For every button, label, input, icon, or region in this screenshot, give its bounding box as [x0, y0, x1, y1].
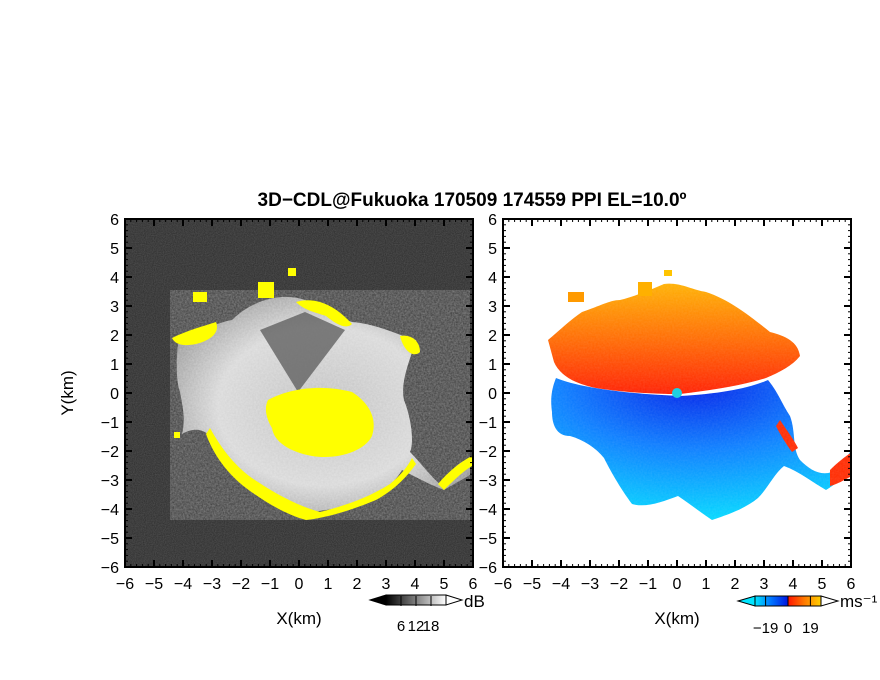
doppler-velocity-y-tick-label: 5 [488, 241, 497, 258]
reflectivity-x-tick-label: 1 [324, 576, 333, 593]
doppler-velocity-x-tick-label: −2 [610, 576, 628, 593]
doppler-velocity-x-tick-label: 3 [760, 576, 769, 593]
reflectivity-y-tick-label: 0 [110, 386, 119, 403]
reflectivity-y-tick-label: −3 [101, 473, 119, 490]
velocity-patch-1 [568, 292, 584, 302]
saturated-patch-3 [288, 268, 296, 276]
saturated-east-band [438, 456, 472, 490]
doppler-velocity-colorbar-tick-label: −19 [753, 620, 778, 637]
doppler-velocity-x-tick-label: −6 [494, 576, 512, 593]
reflectivity-x-tick-label: −5 [145, 576, 163, 593]
reflectivity-y-tick-label: 2 [110, 328, 119, 345]
reflectivity-ylabel: Y(km) [58, 370, 77, 415]
doppler-velocity-y-tick-label: 4 [488, 270, 497, 287]
reflectivity-colorbar-high-arrow [445, 594, 464, 606]
saturated-patch-2 [258, 282, 274, 298]
reflectivity-x-tick-label: −3 [203, 576, 221, 593]
velocity-patch-3 [664, 270, 672, 276]
velocity-colorbar-ticks: −19 0 19 [753, 596, 819, 637]
reflectivity-y-tick-label: −2 [101, 444, 119, 461]
saturated-west-rim [172, 322, 218, 346]
velocity-speckle [540, 280, 851, 525]
doppler-velocity-y-tick-label: 0 [488, 386, 497, 403]
velocity-patch-2 [638, 282, 652, 296]
velocity-panel: −6 −5 −4 −3 −2 −1 0 1 2 3 4 5 6 −6 −5 −4 −3 −2 −1 0 1 2 3 4 5 6 X… [479, 212, 856, 628]
reflectivity-x-tick-label: 0 [295, 576, 304, 593]
doppler-velocity-y-tick-label: 2 [488, 328, 497, 345]
velocity-colorbar-high-arrow [820, 595, 840, 607]
reflectivity-x-tick-label: 2 [353, 576, 362, 593]
saturated-north-rim [296, 300, 352, 327]
doppler-velocity-x-tick-label: −3 [581, 576, 599, 593]
reflectivity-y-tick-label: 5 [110, 241, 119, 258]
reflectivity-dark-wedge [260, 312, 345, 392]
velocity-radar-site [672, 388, 682, 398]
reflectivity-y-tick-label: −1 [101, 415, 119, 432]
reflectivity-x-tick-label: −2 [232, 576, 250, 593]
velocity-echo [540, 270, 851, 525]
velocity-colorbar-low-arrow [736, 595, 756, 607]
reflectivity-y-tick-label: 6 [110, 212, 119, 229]
doppler-velocity-y-tick-label: −5 [479, 531, 497, 548]
doppler-velocity-y-tick-label: −6 [479, 560, 497, 577]
doppler-velocity-y-tick-label: 6 [488, 212, 497, 229]
doppler-velocity-x-tick-label: 4 [789, 576, 798, 593]
reflectivity-x-tick-label: −6 [116, 576, 134, 593]
reflectivity-saturated-regions [172, 268, 472, 520]
reflectivity-colorbar-unit: dB [464, 592, 485, 611]
reflectivity-panel: −6 −5 −4 −3 −2 −1 0 1 2 3 4 5 6 −6 −5 −4 −3 −2 −1 0 1 2 3 4 5 6 X… [58, 212, 478, 628]
doppler-velocity-x-tick-label: 6 [847, 576, 856, 593]
doppler-velocity-x-tick-label: 0 [673, 576, 682, 593]
reflectivity-y-tick-label: 4 [110, 270, 119, 287]
reflectivity-xlabel: X(km) [276, 609, 321, 628]
doppler-velocity-colorbar-tick-label: 0 [784, 620, 792, 637]
velocity-colorbar: −19 0 19 ms⁻¹ [736, 592, 878, 637]
doppler-velocity-x-tick-label: −5 [523, 576, 541, 593]
doppler-velocity-colorbar-tick-label: 19 [802, 620, 819, 637]
doppler-velocity-y-tick-label: −3 [479, 473, 497, 490]
reflectivity-x-tick-label: 3 [382, 576, 391, 593]
reflectivity-y-tick-label: 3 [110, 299, 119, 316]
chart-title: 3D−CDL@Fukuoka 170509 174559 PPI EL=10.0… [258, 190, 687, 211]
reflectivity-y-tick-label: −6 [101, 560, 119, 577]
reflectivity-colorbar-tick-label: 12 [408, 618, 425, 635]
doppler-velocity-y-tick-label: −1 [479, 415, 497, 432]
reflectivity-y-tick-label: −4 [101, 502, 119, 519]
doppler-velocity-x-tick-label: −4 [552, 576, 570, 593]
reflectivity-ticks: −6 −5 −4 −3 −2 −1 0 1 2 3 4 5 6 −6 −5 −4 −3 −2 −1 0 1 2 3 4 5 6 [101, 212, 478, 593]
reflectivity-colorbar-tick-label: 6 [397, 618, 405, 635]
doppler-velocity-x-tick-label: 2 [731, 576, 740, 593]
doppler-velocity-x-tick-label: −1 [639, 576, 657, 593]
velocity-ticks: −6 −5 −4 −3 −2 −1 0 1 2 3 4 5 6 −6 −5 −4 −3 −2 −1 0 1 2 3 4 5 6 [479, 212, 856, 593]
reflectivity-y-tick-label: −5 [101, 531, 119, 548]
doppler-velocity-y-tick-label: 3 [488, 299, 497, 316]
reflectivity-colorbar-low-arrow [368, 594, 387, 606]
doppler-velocity-y-tick-label: 1 [488, 357, 497, 374]
doppler-velocity-y-tick-label: −2 [479, 444, 497, 461]
saturated-patch-1 [193, 292, 207, 302]
reflectivity-y-tick-label: 1 [110, 357, 119, 374]
velocity-xlabel: X(km) [654, 609, 699, 628]
reflectivity-x-tick-label: −4 [174, 576, 192, 593]
reflectivity-x-tick-label: 6 [469, 576, 478, 593]
reflectivity-echo [170, 268, 472, 520]
doppler-velocity-y-tick-label: −4 [479, 502, 497, 519]
doppler-velocity-x-tick-label: 1 [702, 576, 711, 593]
doppler-velocity-x-tick-label: 5 [818, 576, 827, 593]
reflectivity-x-tick-label: 5 [440, 576, 449, 593]
saturated-northeast-rim [400, 335, 420, 355]
saturated-core [265, 387, 374, 458]
velocity-colorbar-unit: ms⁻¹ [840, 592, 878, 611]
saturated-patch-4 [174, 432, 180, 438]
reflectivity-colorbar-tick-label: 18 [423, 618, 440, 635]
reflectivity-x-tick-label: −1 [261, 576, 279, 593]
reflectivity-x-tick-label: 4 [411, 576, 420, 593]
